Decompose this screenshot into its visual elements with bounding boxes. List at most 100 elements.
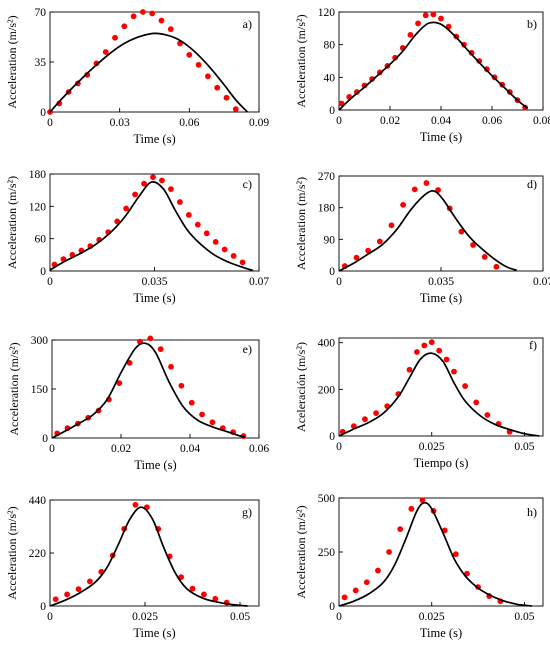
data-point: [64, 591, 70, 598]
data-point: [392, 54, 398, 61]
data-point: [52, 596, 59, 603]
data-point: [195, 61, 202, 68]
data-point: [428, 339, 435, 346]
data-point: [468, 49, 475, 56]
data-point: [462, 383, 469, 389]
y-tick-label: 400: [318, 338, 336, 350]
data-point: [484, 412, 491, 418]
x-axis-label: Tiempo (s): [414, 456, 469, 470]
y-tick-label: 300: [31, 335, 49, 347]
data-point: [484, 66, 490, 73]
plot-frame: [51, 339, 260, 439]
data-point: [205, 73, 211, 80]
y-axis-label: Aceleración (m/s²): [294, 342, 308, 432]
data-point: [406, 366, 413, 373]
y-tick-label: 0: [40, 107, 46, 119]
data-point: [386, 549, 392, 555]
data-point: [212, 595, 219, 602]
data-point: [369, 76, 376, 82]
data-point: [438, 15, 444, 22]
data-point: [421, 342, 428, 349]
model-curve: [338, 352, 540, 437]
data-point: [130, 13, 137, 20]
y-tick-label: 35: [35, 57, 47, 69]
model-curve: [49, 181, 254, 272]
model-curve: [49, 506, 248, 607]
y-tick-label: 120: [318, 7, 336, 19]
data-point: [203, 230, 210, 237]
x-axis-label: Time (s): [420, 626, 462, 640]
data-point: [362, 416, 368, 423]
data-point: [352, 587, 359, 594]
data-point: [338, 100, 345, 107]
y-axis-label: Acceleration (m/s²): [294, 505, 308, 598]
x-axis-label: Time (s): [134, 458, 176, 472]
data-point: [132, 501, 139, 508]
panel-label: b): [527, 17, 537, 31]
x-tick-label: 0.03: [110, 117, 130, 129]
model-curve: [338, 501, 533, 607]
chart-panel-8: 0 0.025 0.05 0 250 500 Time (s) Acceleration (m…: [294, 493, 544, 640]
data-point: [413, 349, 420, 355]
data-point: [373, 410, 379, 417]
panel-label: g): [242, 505, 252, 519]
plot-frame: [338, 497, 544, 607]
x-axis-label: Time (s): [133, 626, 175, 640]
data-point: [212, 239, 219, 245]
x-tick-label: 0.04: [431, 115, 451, 127]
x-tick-label: 0.06: [249, 443, 269, 455]
data-point: [75, 586, 82, 593]
y-tick-label: 60: [35, 234, 47, 246]
chart-panel-2: 0 0.02 0.04 0.06 0.08 0 40 80 120 Time (s) Acceler…: [294, 7, 550, 144]
data-point: [451, 368, 457, 375]
y-tick-label: 0: [40, 601, 46, 613]
data-point: [102, 49, 109, 55]
data-point: [353, 254, 360, 261]
x-tick-label: 0.02: [380, 115, 400, 127]
x-tick-label: 0.09: [249, 117, 269, 129]
data-point: [232, 106, 239, 113]
data-point: [411, 186, 418, 193]
data-point: [209, 419, 216, 426]
model-curve: [338, 190, 518, 272]
data-point: [189, 585, 196, 592]
y-axis-label: Acceleration (m/s²): [7, 342, 21, 435]
data-point: [239, 259, 246, 266]
data-point: [188, 399, 195, 406]
y-tick-label: 180: [318, 203, 336, 215]
data-point: [422, 12, 429, 19]
data-point: [376, 238, 383, 245]
x-tick-label: 0.05: [514, 611, 534, 623]
x-tick-label: 0.025: [419, 441, 445, 453]
y-tick-label: 200: [318, 384, 336, 396]
x-tick-label: 0.06: [482, 115, 502, 127]
data-point: [123, 205, 130, 212]
data-point: [157, 346, 164, 353]
y-tick-label: 220: [29, 548, 47, 560]
data-point: [230, 253, 237, 259]
y-tick-label: 270: [318, 171, 336, 183]
data-point: [201, 591, 207, 598]
data-point: [176, 199, 183, 205]
data-point: [167, 26, 174, 33]
data-point: [121, 23, 128, 30]
data-point: [214, 84, 221, 91]
model-curve: [51, 342, 246, 439]
data-point: [84, 71, 91, 78]
x-axis-label: Time (s): [420, 130, 462, 144]
data-point: [397, 526, 404, 533]
data-point: [388, 222, 395, 229]
data-point: [493, 263, 500, 270]
data-point: [159, 177, 165, 184]
x-tick-label: 0: [47, 117, 53, 129]
y-axis-label: Acceleration (m/s²): [5, 15, 19, 108]
data-point: [132, 191, 138, 198]
chart-panel-7: 0 0.025 0.05 0 220 440 Time (s) Acceleration (m…: [5, 495, 260, 640]
y-axis-label: Acceleration (m/s²): [294, 14, 308, 107]
data-point: [141, 180, 147, 187]
model-curve: [49, 32, 249, 113]
panel-label: f): [529, 338, 537, 352]
data-point: [87, 578, 93, 585]
data-point: [407, 31, 414, 38]
